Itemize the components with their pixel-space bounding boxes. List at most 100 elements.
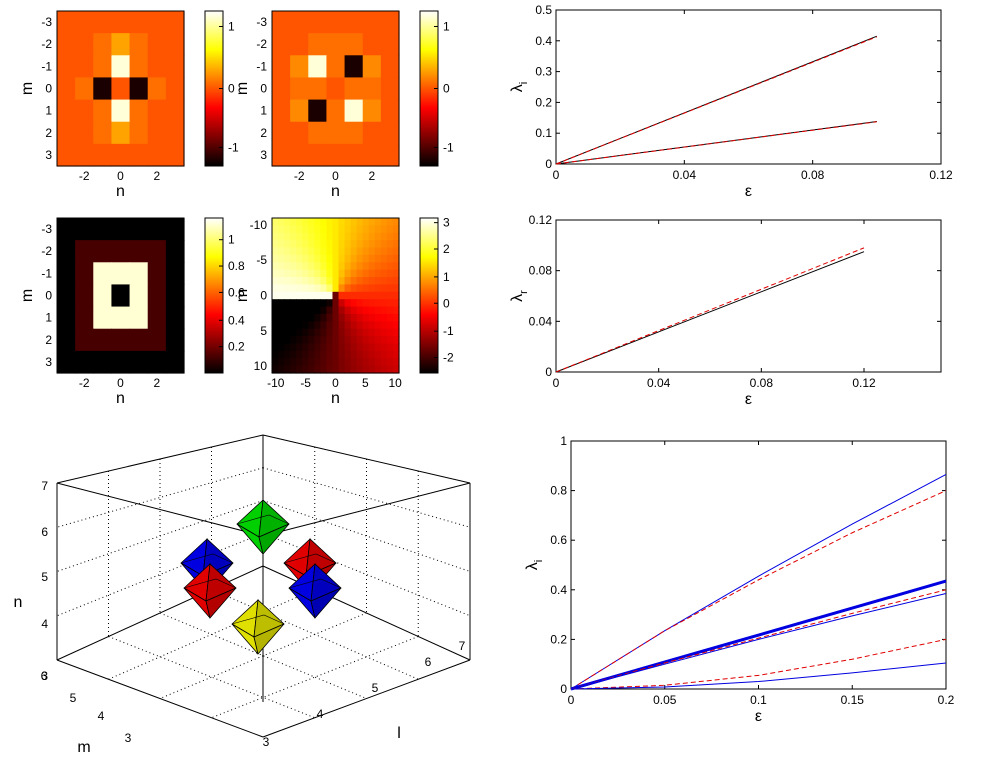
heatmap-cell xyxy=(302,291,309,300)
octahedron-edge xyxy=(283,553,337,564)
x-axis-label: n xyxy=(116,390,125,407)
heatmap-cell xyxy=(326,321,334,330)
heatmap-cell xyxy=(308,55,328,79)
heatmap-cell xyxy=(272,299,279,308)
heatmap-cell xyxy=(272,77,291,101)
heatmap-cell xyxy=(284,291,291,300)
heatmap-cell xyxy=(320,269,328,278)
x-tick-label: 0.04 xyxy=(673,168,697,182)
heatmap-cell xyxy=(278,284,285,293)
heatmap-cell xyxy=(392,336,400,345)
heatmap2-frame xyxy=(271,10,400,167)
y-axis-label: m xyxy=(77,739,90,756)
heatmap-cell xyxy=(111,262,131,286)
heatmap-cell xyxy=(272,328,279,337)
heatmap-cell xyxy=(380,328,388,337)
heatmap-cell xyxy=(362,121,382,145)
heatmap-cell xyxy=(338,262,346,271)
heatmap-cell xyxy=(302,254,309,263)
heatmap-cell xyxy=(314,254,321,263)
heatmap-cell xyxy=(356,358,364,367)
y-tick-label: 1 xyxy=(45,104,52,118)
heatmap-cell xyxy=(93,77,113,101)
heatmap-cell xyxy=(278,321,285,330)
heatmap-cell xyxy=(392,350,400,359)
heatmap-cell xyxy=(374,350,382,359)
heatmap-cell xyxy=(308,269,315,278)
heatmap-cell xyxy=(386,336,394,345)
heatmap-cell xyxy=(284,277,291,286)
heatmap-cell xyxy=(332,336,340,345)
heatmap-cell xyxy=(320,365,328,374)
heatmap-cell xyxy=(338,232,346,241)
heatmap-cell xyxy=(386,299,394,308)
heatmap-cell xyxy=(344,11,364,34)
heatmap-cell xyxy=(374,218,382,226)
heatmap-cell xyxy=(111,121,131,145)
heatmap-cell xyxy=(374,277,382,286)
heatmap-cell xyxy=(129,33,149,56)
heatmap-cell xyxy=(368,218,376,226)
heatmap-cell xyxy=(314,358,321,367)
heatmap-cell xyxy=(326,254,334,263)
heatmap-cell xyxy=(362,284,370,293)
heatmap-cell xyxy=(368,306,376,315)
heatmap-cell xyxy=(302,321,309,330)
heatmap-cell xyxy=(75,262,94,286)
heatmap-cell xyxy=(147,143,167,167)
heatmap-cell xyxy=(350,277,358,286)
octahedron-edge xyxy=(288,578,342,589)
heatmap-cell xyxy=(272,350,279,359)
octahedron-edge xyxy=(231,614,285,625)
y-tick-label: 0.12 xyxy=(529,213,553,227)
heatmap-cell xyxy=(386,240,394,249)
heatmap-cell xyxy=(284,365,291,374)
heatmap-cell xyxy=(386,328,394,337)
y-tick-label: 4 xyxy=(98,709,105,723)
colorbar-tick-label: 3 xyxy=(443,216,450,230)
y-axis-label: λr xyxy=(509,290,530,302)
x-axis-label: ε xyxy=(745,183,752,200)
heatmap-cell xyxy=(284,254,291,263)
heatmap-cell xyxy=(272,11,291,34)
heatmap-cell xyxy=(344,247,352,256)
y-tick-label: 0.4 xyxy=(550,583,567,597)
heatmap-cell xyxy=(362,365,370,374)
heatmap-cell xyxy=(314,262,321,271)
heatmap-cell xyxy=(93,218,113,241)
heatmap-cell xyxy=(344,77,364,101)
heatmap-cell xyxy=(320,321,328,330)
heatmap-cell xyxy=(362,33,382,56)
heatmap-cell xyxy=(320,277,328,286)
heatmap-cell xyxy=(302,240,309,249)
heatmap-cell xyxy=(362,328,370,337)
heatmap-cell xyxy=(129,306,149,330)
grid-line xyxy=(262,500,471,572)
heatmap-cell xyxy=(386,254,394,263)
heatmap-cell xyxy=(284,350,291,359)
heatmap-cell xyxy=(332,225,340,234)
heatmap-cell xyxy=(75,218,94,241)
heatmap-cell xyxy=(272,232,279,241)
y-tick-label: 0.8 xyxy=(550,484,567,498)
heatmap-cell xyxy=(368,232,376,241)
heatmap-cell xyxy=(374,365,382,374)
heatmap-cell xyxy=(57,33,76,56)
heatmap-cell xyxy=(386,365,394,374)
heatmap-cell xyxy=(344,55,364,79)
heatmap-cell xyxy=(368,269,376,278)
heatmap-cell xyxy=(75,240,94,263)
colorbar-tick-label: -1 xyxy=(443,140,454,154)
x-tick-label: 0 xyxy=(117,376,124,390)
heatmap-cell xyxy=(380,218,388,226)
z-tick-label: 7 xyxy=(41,479,48,493)
heatmap-cell xyxy=(272,99,291,123)
heatmap-cell xyxy=(338,365,346,374)
y-axis-label: λi xyxy=(509,82,530,92)
heatmap-cell xyxy=(314,313,321,322)
y-tick-label: 2 xyxy=(45,333,52,347)
heatmap-cell xyxy=(75,306,94,330)
heatmap-cell xyxy=(380,262,388,271)
heatmap-cell xyxy=(362,99,382,123)
